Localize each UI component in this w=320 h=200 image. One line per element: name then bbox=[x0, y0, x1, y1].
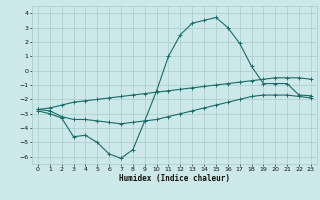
X-axis label: Humidex (Indice chaleur): Humidex (Indice chaleur) bbox=[119, 174, 230, 183]
